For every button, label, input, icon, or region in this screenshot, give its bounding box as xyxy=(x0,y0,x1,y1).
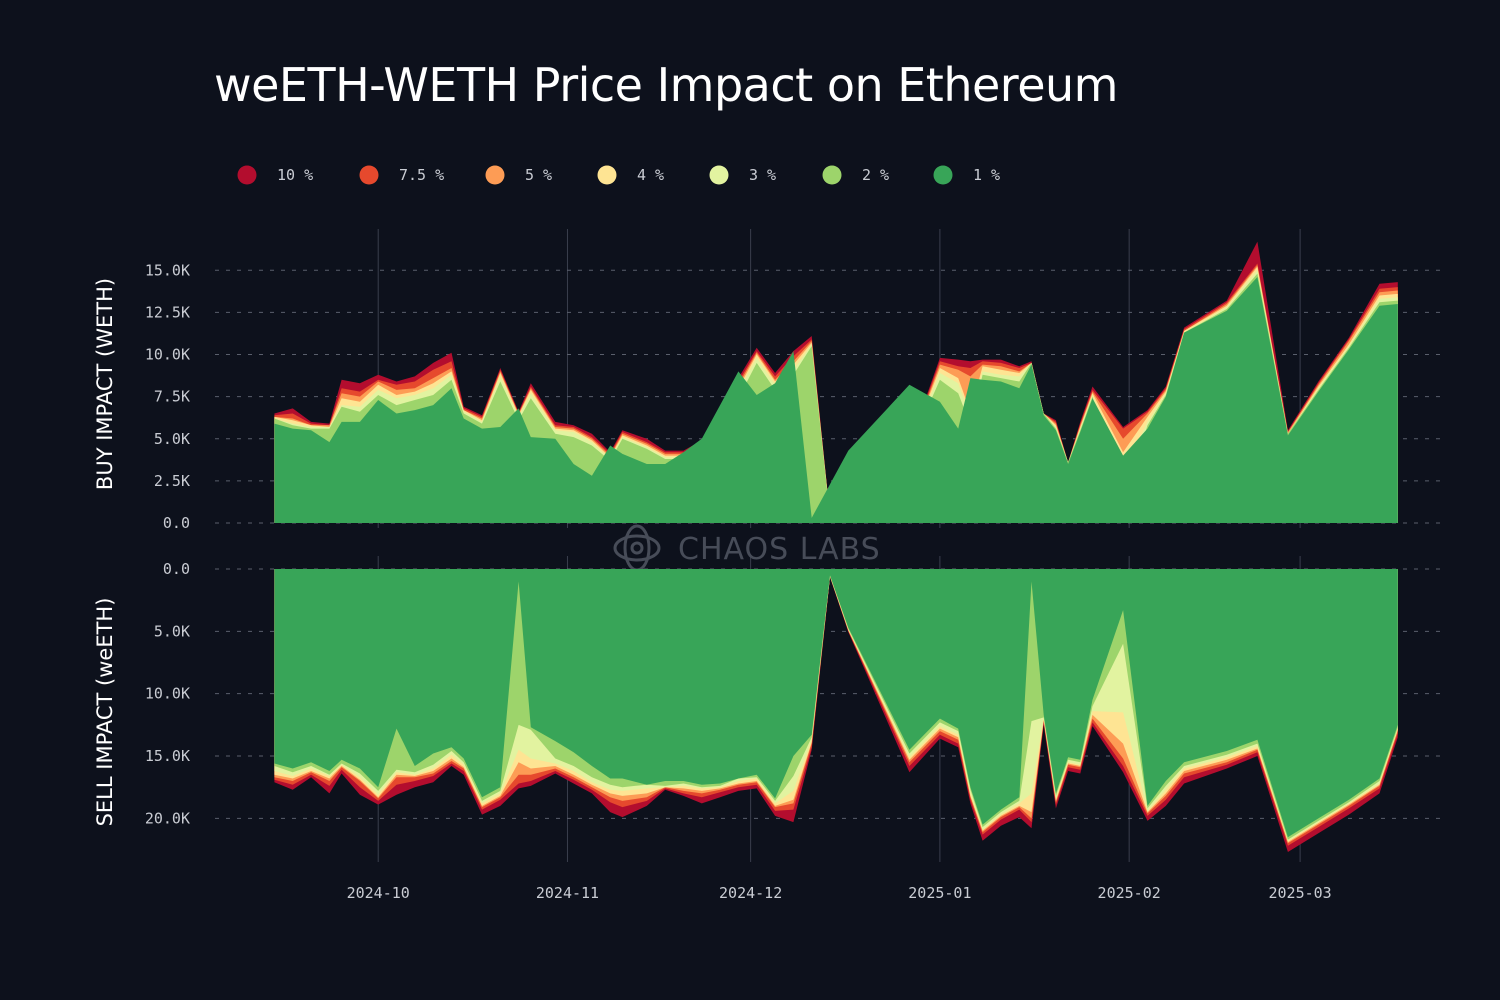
sell-y-tick-label: 5.0K xyxy=(154,622,190,640)
legend-label: 10 % xyxy=(277,166,313,184)
buy-area-1-pct xyxy=(274,277,1398,523)
x-axis: 2024-10 2024-11 2024-12 2025-01 2025-02 2025-… xyxy=(347,884,1332,902)
legend-label: 2 % xyxy=(862,166,889,184)
buy-y-tick-label: 5.0K xyxy=(154,430,190,448)
sell-y-tick-label: 20.0K xyxy=(145,809,190,827)
watermark-logo: CHAOS LABS xyxy=(613,524,881,572)
legend-label: 5 % xyxy=(525,166,552,184)
legend-item[interactable]: 2 % xyxy=(822,165,890,185)
buy-y-tick-label: 2.5K xyxy=(154,472,190,490)
chaos-labs-logo-icon xyxy=(613,524,661,572)
sell-y-tick-label: 15.0K xyxy=(145,747,190,765)
legend-item[interactable]: 1 % xyxy=(933,165,1001,185)
buy-y-tick-label: 12.5K xyxy=(145,303,190,321)
buy-y-tick-label: 0.0 xyxy=(163,514,190,532)
legend-swatch-icon xyxy=(822,165,842,185)
legend-swatch-icon xyxy=(933,165,953,185)
x-tick-label: 2025-03 xyxy=(1268,884,1331,902)
legend-label: 1 % xyxy=(973,166,1000,184)
legend-label: 7.5 % xyxy=(399,166,444,184)
watermark-text: CHAOS LABS xyxy=(678,532,881,567)
sell-impact-areas xyxy=(274,569,1398,852)
legend-item[interactable]: 4 % xyxy=(597,165,665,185)
x-tick-label: 2024-11 xyxy=(536,884,599,902)
legend-swatch-icon xyxy=(597,165,617,185)
legend-item[interactable]: 10 % xyxy=(237,165,314,185)
buy-y-tick-label: 7.5K xyxy=(154,388,190,406)
legend-swatch-icon xyxy=(709,165,729,185)
legend-item[interactable]: 5 % xyxy=(485,165,553,185)
legend-label: 4 % xyxy=(637,166,664,184)
buy-y-axis-title: BUY IMPACT (WETH) xyxy=(93,278,117,490)
legend-item[interactable]: 7.5 % xyxy=(359,165,445,185)
buy-y-tick-label: 15.0K xyxy=(145,261,190,279)
buy-impact-areas xyxy=(274,241,1398,523)
legend-swatch-icon xyxy=(485,165,505,185)
x-tick-label: 2025-02 xyxy=(1098,884,1161,902)
x-tick-label: 2024-12 xyxy=(719,884,782,902)
buy-y-axis: 0.0 2.5K 5.0K 7.5K 10.0K 12.5K 15.0K BUY IMPACT… xyxy=(93,261,190,532)
legend-label: 3 % xyxy=(749,166,776,184)
sell-area-1-pct xyxy=(274,569,1398,838)
legend-item[interactable]: 3 % xyxy=(709,165,777,185)
sell-y-tick-label: 10.0K xyxy=(145,685,190,703)
sell-y-axis: 0.0 5.0K 10.0K 15.0K 20.0K SELL IMPACT (weETH… xyxy=(93,560,190,827)
sell-y-axis-title: SELL IMPACT (weETH) xyxy=(93,598,117,827)
sell-y-tick-label: 0.0 xyxy=(163,560,190,578)
x-tick-label: 2024-10 xyxy=(347,884,410,902)
buy-y-tick-label: 10.0K xyxy=(145,346,190,364)
chart-title: weETH-WETH Price Impact on Ethereum xyxy=(214,58,1118,112)
legend: 10 % 7.5 % 5 % 4 % 3 % 2 % 1 % xyxy=(237,165,1001,185)
x-tick-label: 2025-01 xyxy=(908,884,971,902)
legend-swatch-icon xyxy=(359,165,379,185)
legend-swatch-icon xyxy=(237,165,257,185)
